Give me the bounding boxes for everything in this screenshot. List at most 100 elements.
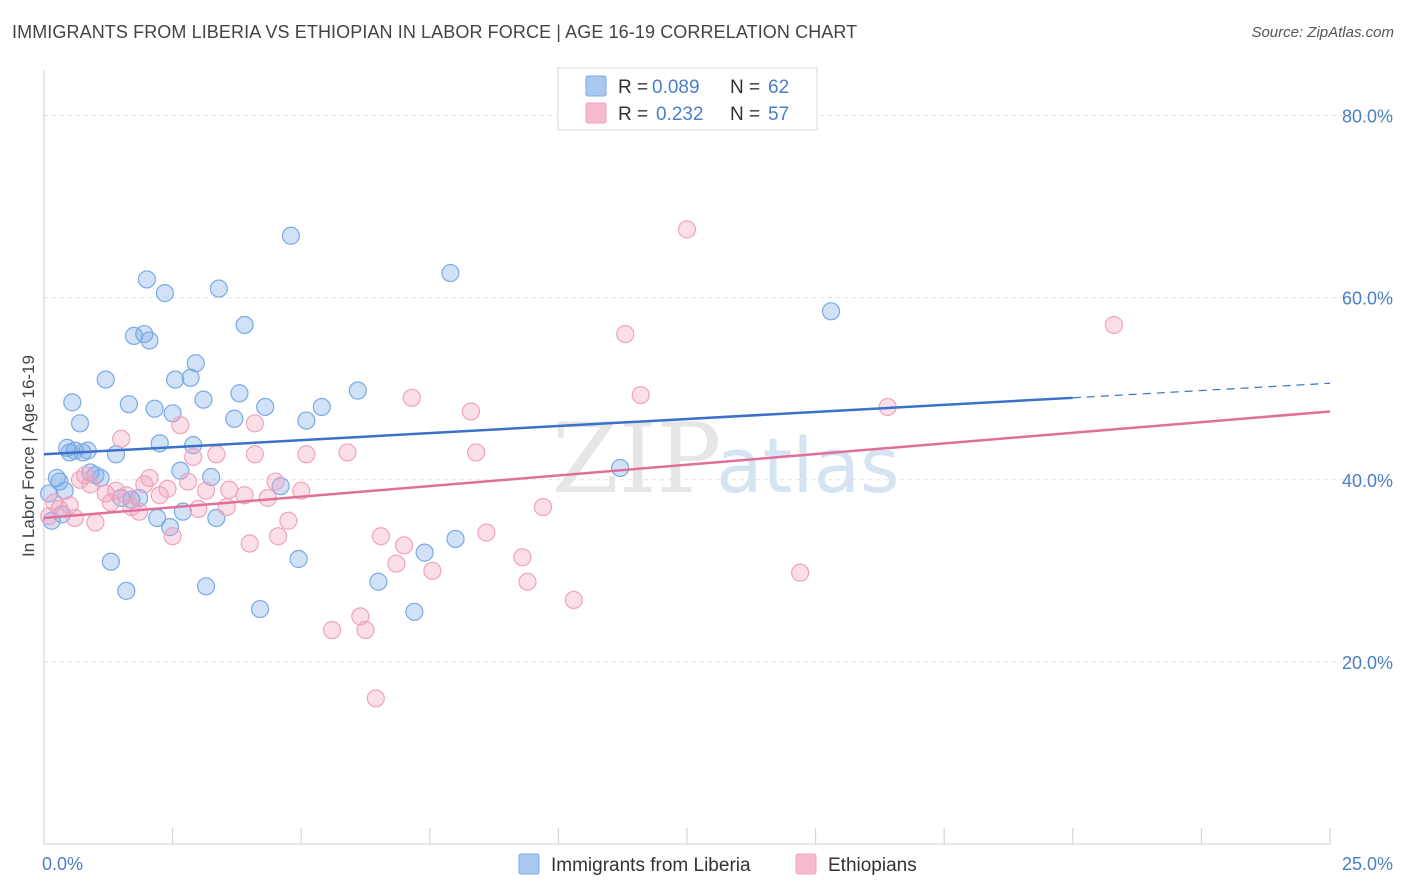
trend-line-liberia-extension <box>1072 382 1331 399</box>
legend-n-value-ethiopians: 57 <box>768 104 789 125</box>
point-liberia <box>289 549 308 569</box>
point-ethiopians <box>65 508 84 528</box>
point-liberia <box>194 390 213 409</box>
point-ethiopians <box>189 499 208 519</box>
point-ethiopians <box>171 416 190 435</box>
point-liberia <box>166 370 185 389</box>
point-ethiopians <box>86 513 105 532</box>
watermark-atlas: atlas <box>716 421 900 510</box>
point-ethiopians <box>217 497 236 517</box>
point-liberia <box>297 411 316 430</box>
series-legend: Immigrants from Liberia Ethiopians <box>518 853 917 876</box>
point-ethiopians <box>513 548 532 567</box>
point-liberia <box>70 414 90 433</box>
y-tick-label: 60.0% <box>1342 289 1393 309</box>
point-ethiopians <box>366 689 385 708</box>
point-liberia <box>369 572 388 591</box>
point-ethiopians <box>292 481 311 500</box>
point-ethiopians <box>322 620 342 640</box>
point-liberia <box>63 393 82 412</box>
series-legend-label-ethiopians: Ethiopians <box>828 855 917 876</box>
point-liberia <box>186 354 205 373</box>
point-ethiopians <box>268 527 288 546</box>
point-liberia <box>230 384 249 403</box>
point-ethiopians <box>207 445 226 464</box>
watermark: ZIP atlas <box>552 403 900 515</box>
point-ethiopians <box>533 497 553 517</box>
legend-r-label-ethiopians: R = <box>618 104 648 125</box>
point-ethiopians <box>220 480 239 499</box>
x-tick-label: 0.0% <box>42 854 83 874</box>
point-ethiopians <box>394 536 414 555</box>
data-points <box>40 220 1124 708</box>
legend-n-label-ethiopians: N = <box>730 104 760 125</box>
point-ethiopians <box>402 388 421 407</box>
point-ethiopians <box>240 534 259 553</box>
point-liberia <box>281 226 301 245</box>
point-ethiopians <box>76 466 95 485</box>
point-liberia <box>405 602 424 621</box>
y-tick-label: 20.0% <box>1342 653 1393 673</box>
point-ethiopians <box>245 414 265 433</box>
point-ethiopians <box>140 468 159 488</box>
legend-swatch-liberia <box>585 75 607 97</box>
point-liberia <box>101 552 120 571</box>
point-liberia <box>250 599 270 619</box>
trend-lines <box>43 382 1331 520</box>
series-legend-swatch-ethiopians <box>795 853 817 875</box>
y-axis-label: In Labor Force | Age 16-19 <box>19 355 38 557</box>
point-liberia <box>312 397 331 417</box>
legend-n-label-liberia: N = <box>730 77 760 98</box>
point-ethiopians <box>616 324 635 344</box>
point-liberia <box>348 381 367 400</box>
point-ethiopians <box>631 385 650 405</box>
point-liberia <box>446 529 465 549</box>
point-ethiopians <box>184 447 203 467</box>
point-ethiopians <box>477 523 496 542</box>
point-ethiopians <box>371 527 391 546</box>
point-ethiopians <box>96 484 115 503</box>
point-liberia <box>225 409 244 428</box>
y-tick-labels: 20.0% 40.0% 60.0% 80.0% <box>1342 107 1393 673</box>
point-liberia <box>441 263 460 283</box>
point-ethiopians <box>423 561 442 580</box>
series-legend-label-liberia: Immigrants from Liberia <box>551 855 751 876</box>
x-tick-label: 25.0% <box>1342 854 1393 874</box>
point-ethiopians <box>518 572 537 591</box>
point-liberia <box>415 543 434 562</box>
point-liberia <box>40 484 59 503</box>
point-liberia <box>821 302 841 321</box>
correlation-legend: R = 0.089 N = 62 R = 0.232 N = 57 <box>557 67 818 131</box>
series-legend-swatch-liberia <box>518 853 540 875</box>
chart-title: IMMIGRANTS FROM LIBERIA VS ETHIOPIAN IN … <box>12 22 858 42</box>
point-ethiopians <box>163 527 182 546</box>
point-liberia <box>140 331 159 350</box>
point-ethiopians <box>106 481 126 500</box>
point-ethiopians <box>245 445 265 464</box>
watermark-zip: ZIP <box>552 403 721 515</box>
point-ethiopians <box>338 443 357 462</box>
point-liberia <box>256 397 275 417</box>
point-liberia <box>235 315 254 335</box>
x-tick-labels: 0.0% 25.0% <box>42 854 1393 874</box>
point-ethiopians <box>356 620 375 640</box>
y-tick-label: 40.0% <box>1342 471 1393 491</box>
point-ethiopians <box>266 472 285 491</box>
trend-line-liberia <box>43 396 1073 456</box>
point-ethiopians <box>101 493 120 512</box>
point-liberia <box>196 577 216 596</box>
point-ethiopians <box>564 590 583 610</box>
point-ethiopians <box>677 220 697 239</box>
point-liberia <box>137 270 156 289</box>
point-liberia <box>119 395 138 414</box>
point-ethiopians <box>297 445 316 464</box>
point-liberia <box>145 399 164 418</box>
legend-r-label-liberia: R = <box>618 77 648 98</box>
point-ethiopians <box>1104 315 1124 335</box>
point-ethiopians <box>791 563 810 582</box>
legend-n-value-liberia: 62 <box>768 77 789 98</box>
legend-swatch-ethiopians <box>585 102 607 124</box>
point-liberia <box>106 445 126 464</box>
legend-r-value-ethiopians: 0.232 <box>656 104 704 125</box>
